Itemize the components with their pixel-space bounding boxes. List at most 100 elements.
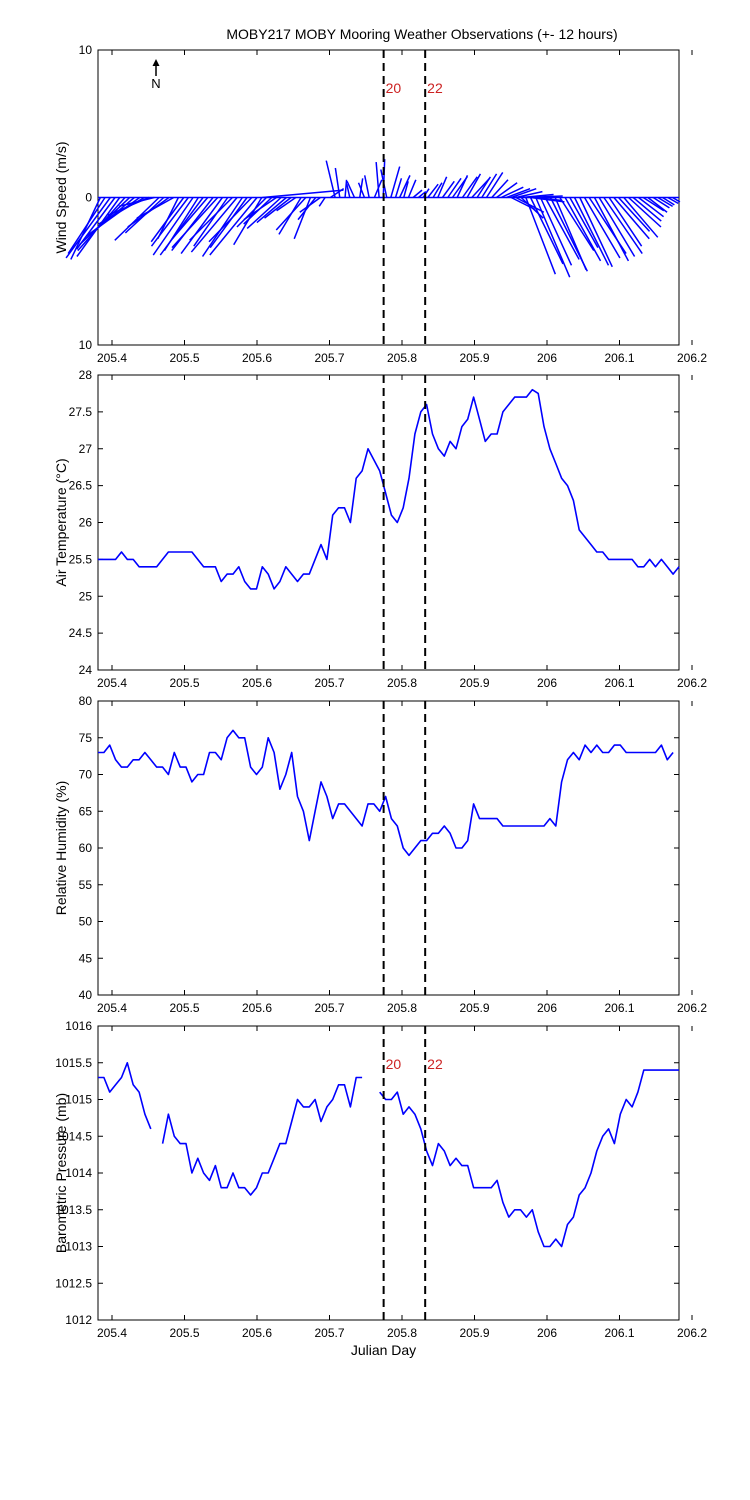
wind-vector [456, 175, 469, 198]
y-tick-label: 28 [79, 368, 93, 382]
wind-vector [461, 176, 478, 198]
x-tick-label: 206.1 [604, 676, 634, 690]
wind-vector [481, 173, 498, 198]
x-tick-label: 205.5 [169, 1001, 199, 1015]
x-tick-label: 205.8 [387, 1326, 417, 1340]
wind-vector [506, 187, 531, 199]
wind-vector [544, 197, 580, 260]
wind-vector [583, 197, 621, 259]
wind-vector [171, 196, 219, 249]
north-label: N [151, 76, 160, 91]
y-tick-label: 1013.5 [55, 1203, 92, 1217]
y-tick-label: 26 [79, 516, 93, 530]
y-axis-label: Relative Humidity (%) [53, 781, 69, 916]
wind-vector [535, 197, 571, 278]
wind-vector [500, 186, 524, 199]
wind-vector [159, 197, 204, 256]
wind-vector [190, 197, 238, 253]
y-tick-label: 1012.5 [55, 1276, 92, 1290]
wind-vector [264, 196, 292, 219]
wind-vector [485, 172, 504, 198]
x-tick-label: 205.4 [97, 1001, 127, 1015]
wind-vector [275, 196, 307, 231]
x-tick-label: 206 [537, 351, 557, 365]
x-tick-label: 205.8 [387, 351, 417, 365]
wind-vector [617, 196, 651, 232]
wind-vector [573, 197, 610, 266]
x-tick-label: 205.9 [459, 1326, 489, 1340]
wind-vector [672, 196, 681, 203]
series-line-airtemp [98, 388, 680, 590]
x-tick-label: 205.4 [97, 676, 127, 690]
wind-vector [193, 197, 229, 247]
wind-vector [569, 197, 599, 249]
x-tick-label: 205.6 [242, 351, 272, 365]
y-axis-label: Barometric Pressure (mb) [53, 1093, 69, 1253]
wind-vector [357, 182, 366, 198]
y-tick-label: 0 [85, 191, 92, 205]
wind-vector [398, 175, 411, 198]
y-tick-label: 25.5 [69, 552, 93, 566]
wind-vector [114, 196, 160, 241]
wind-vector [276, 196, 297, 212]
wind-vector [152, 197, 194, 256]
y-tick-label: 25 [79, 589, 93, 603]
x-tick-label: 205.5 [169, 351, 199, 365]
y-tick-label: 1015.5 [55, 1056, 92, 1070]
wind-vector [325, 160, 336, 198]
wind-vector [118, 196, 155, 208]
wind-vector [529, 197, 564, 265]
wind-vector [525, 197, 557, 275]
series-line-pressure [98, 1062, 152, 1130]
wind-vector [476, 176, 492, 198]
wind-vector [136, 196, 175, 219]
wind-vector [293, 197, 312, 240]
x-tick-label: 205.4 [97, 351, 127, 365]
wind-vector [496, 182, 518, 199]
wind-vector [559, 197, 595, 252]
figure-title: MOBY217 MOBY Mooring Weather Observation… [226, 26, 617, 42]
x-tick-label: 206.2 [677, 676, 707, 690]
x-tick-label: 205.6 [242, 676, 272, 690]
wind-vector [334, 167, 341, 198]
x-tick-label: 205.5 [169, 676, 199, 690]
x-axis-label: Julian Day [351, 1342, 416, 1358]
y-tick-label: 1015 [65, 1093, 92, 1107]
y-tick-label: 1013 [65, 1240, 92, 1254]
x-tick-label: 205.8 [387, 1001, 417, 1015]
wind-vector [437, 176, 448, 198]
y-tick-label: 26.5 [69, 479, 93, 493]
wind-vector [657, 196, 674, 207]
wind-vector [510, 187, 537, 199]
north-arrow: N [151, 59, 161, 91]
wind-vector [667, 196, 679, 205]
x-tick-label: 206.1 [604, 1326, 634, 1340]
y-axis-label: Air Temperature (°C) [53, 458, 69, 586]
time-marker-label: 22 [427, 1056, 443, 1072]
x-tick-label: 206.2 [677, 1326, 707, 1340]
y-tick-label: 1016 [65, 1019, 92, 1033]
wind-vector [70, 197, 102, 260]
wind-vector [515, 190, 543, 199]
wind-vector [642, 196, 665, 212]
y-axis-label: Wind Speed (m/s) [53, 141, 69, 253]
wind-vector [256, 196, 287, 224]
wind-vector [603, 197, 643, 254]
wind-vector [447, 177, 462, 198]
x-tick-label: 205.9 [459, 676, 489, 690]
y-tick-label: 24 [79, 663, 93, 677]
wind-vector [491, 179, 509, 199]
wind-vector [623, 197, 659, 238]
y-tick-label: 75 [79, 731, 93, 745]
time-marker-label: 22 [427, 80, 443, 96]
y-tick-label: 40 [79, 988, 93, 1002]
x-tick-label: 205.7 [314, 676, 344, 690]
wind-vector [432, 182, 443, 198]
y-tick-label: 55 [79, 878, 93, 892]
wind-vector [652, 196, 670, 209]
wind-vector [180, 197, 224, 254]
x-tick-label: 206.1 [604, 351, 634, 365]
y-tick-label: 65 [79, 804, 93, 818]
wind-vector [394, 178, 403, 198]
wind-vector [539, 197, 573, 266]
